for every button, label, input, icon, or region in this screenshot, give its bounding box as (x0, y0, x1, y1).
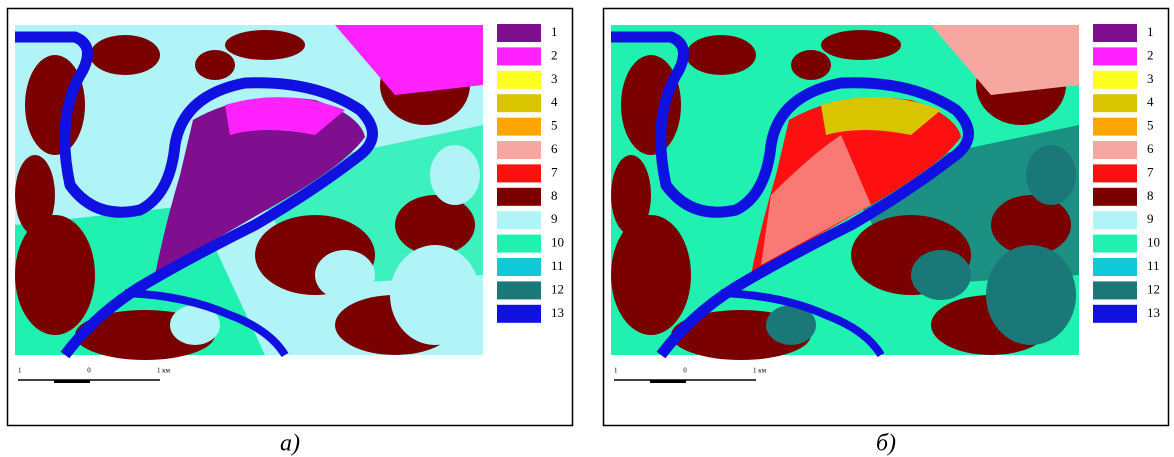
legend-label: 9 (1147, 211, 1154, 226)
legend-swatch (497, 211, 541, 229)
scale-label: 1 км (157, 367, 171, 375)
scale-label: 0 (683, 367, 687, 375)
map-patch (686, 35, 756, 75)
legend-label: 7 (1147, 164, 1154, 179)
legend-swatch (1093, 281, 1137, 299)
legend-swatch (1093, 71, 1137, 89)
scale-label: 0 (87, 367, 91, 375)
map-patch (195, 50, 235, 80)
map-patch (15, 215, 95, 335)
legend-swatch (1093, 258, 1137, 276)
scale-bar-segment (54, 380, 90, 383)
legend-label: 2 (1147, 47, 1154, 62)
legend-swatch (497, 94, 541, 112)
scale-label: 1 км (753, 367, 767, 375)
legend-swatch (1093, 211, 1137, 229)
legend-swatch (1093, 235, 1137, 253)
legend-swatch (497, 235, 541, 253)
legend-swatch (497, 71, 541, 89)
figure: 12345678910111213101 кма)123456789101112… (0, 0, 1174, 457)
legend-label: 9 (551, 211, 558, 226)
map-patch (621, 55, 681, 155)
legend-swatch (497, 24, 541, 42)
legend-label: 3 (551, 71, 558, 86)
map-patch (15, 155, 55, 235)
map-patch (90, 35, 160, 75)
scale-label: 1 (18, 367, 22, 375)
caption: а) (280, 431, 300, 457)
scale-bar-segment (650, 380, 686, 383)
legend-swatch (497, 141, 541, 159)
legend-label: 13 (551, 305, 564, 320)
map-patch (390, 245, 480, 345)
map-patch (225, 30, 305, 60)
legend-swatch (497, 281, 541, 299)
legend-label: 10 (1147, 235, 1160, 250)
legend-label: 12 (551, 281, 564, 296)
map-patch (986, 245, 1076, 345)
map-patch (1026, 145, 1076, 205)
legend-swatch (1093, 188, 1137, 206)
legend-label: 4 (1147, 94, 1154, 109)
legend-label: 5 (551, 118, 558, 133)
legend-swatch (497, 47, 541, 65)
legend-label: 8 (551, 188, 558, 203)
legend-label: 10 (551, 235, 564, 250)
legend-label: 3 (1147, 71, 1154, 86)
legend-label: 11 (551, 258, 564, 273)
legend-label: 6 (551, 141, 558, 156)
legend-swatch (1093, 118, 1137, 136)
legend-label: 11 (1147, 258, 1160, 273)
legend-label: 7 (551, 164, 558, 179)
legend-label: 4 (551, 94, 558, 109)
map-patch (821, 30, 901, 60)
legend-swatch (1093, 141, 1137, 159)
classified-map (611, 25, 1079, 360)
map-patch (611, 155, 651, 235)
map-patch (430, 145, 480, 205)
legend-swatch (1093, 47, 1137, 65)
map-patch (911, 250, 971, 300)
legend-swatch (497, 118, 541, 136)
legend-swatch (1093, 164, 1137, 182)
legend-swatch (1093, 305, 1137, 323)
legend-label: 13 (1147, 305, 1160, 320)
legend-label: 12 (1147, 281, 1160, 296)
legend-swatch (497, 164, 541, 182)
map-patch (315, 250, 375, 300)
map-patch (791, 50, 831, 80)
legend-swatch (497, 305, 541, 323)
legend-label: 2 (551, 47, 558, 62)
legend-label: 1 (1147, 24, 1154, 39)
legend-swatch (1093, 94, 1137, 112)
legend-label: 8 (1147, 188, 1154, 203)
legend-label: 5 (1147, 118, 1154, 133)
legend-label: 1 (551, 24, 558, 39)
legend-swatch (497, 188, 541, 206)
caption: б) (876, 431, 896, 457)
classified-map (15, 25, 483, 360)
legend-swatch (497, 258, 541, 276)
legend-swatch (1093, 24, 1137, 42)
scale-label: 1 (614, 367, 618, 375)
legend-label: 6 (1147, 141, 1154, 156)
map-patch (25, 55, 85, 155)
map-patch (611, 215, 691, 335)
